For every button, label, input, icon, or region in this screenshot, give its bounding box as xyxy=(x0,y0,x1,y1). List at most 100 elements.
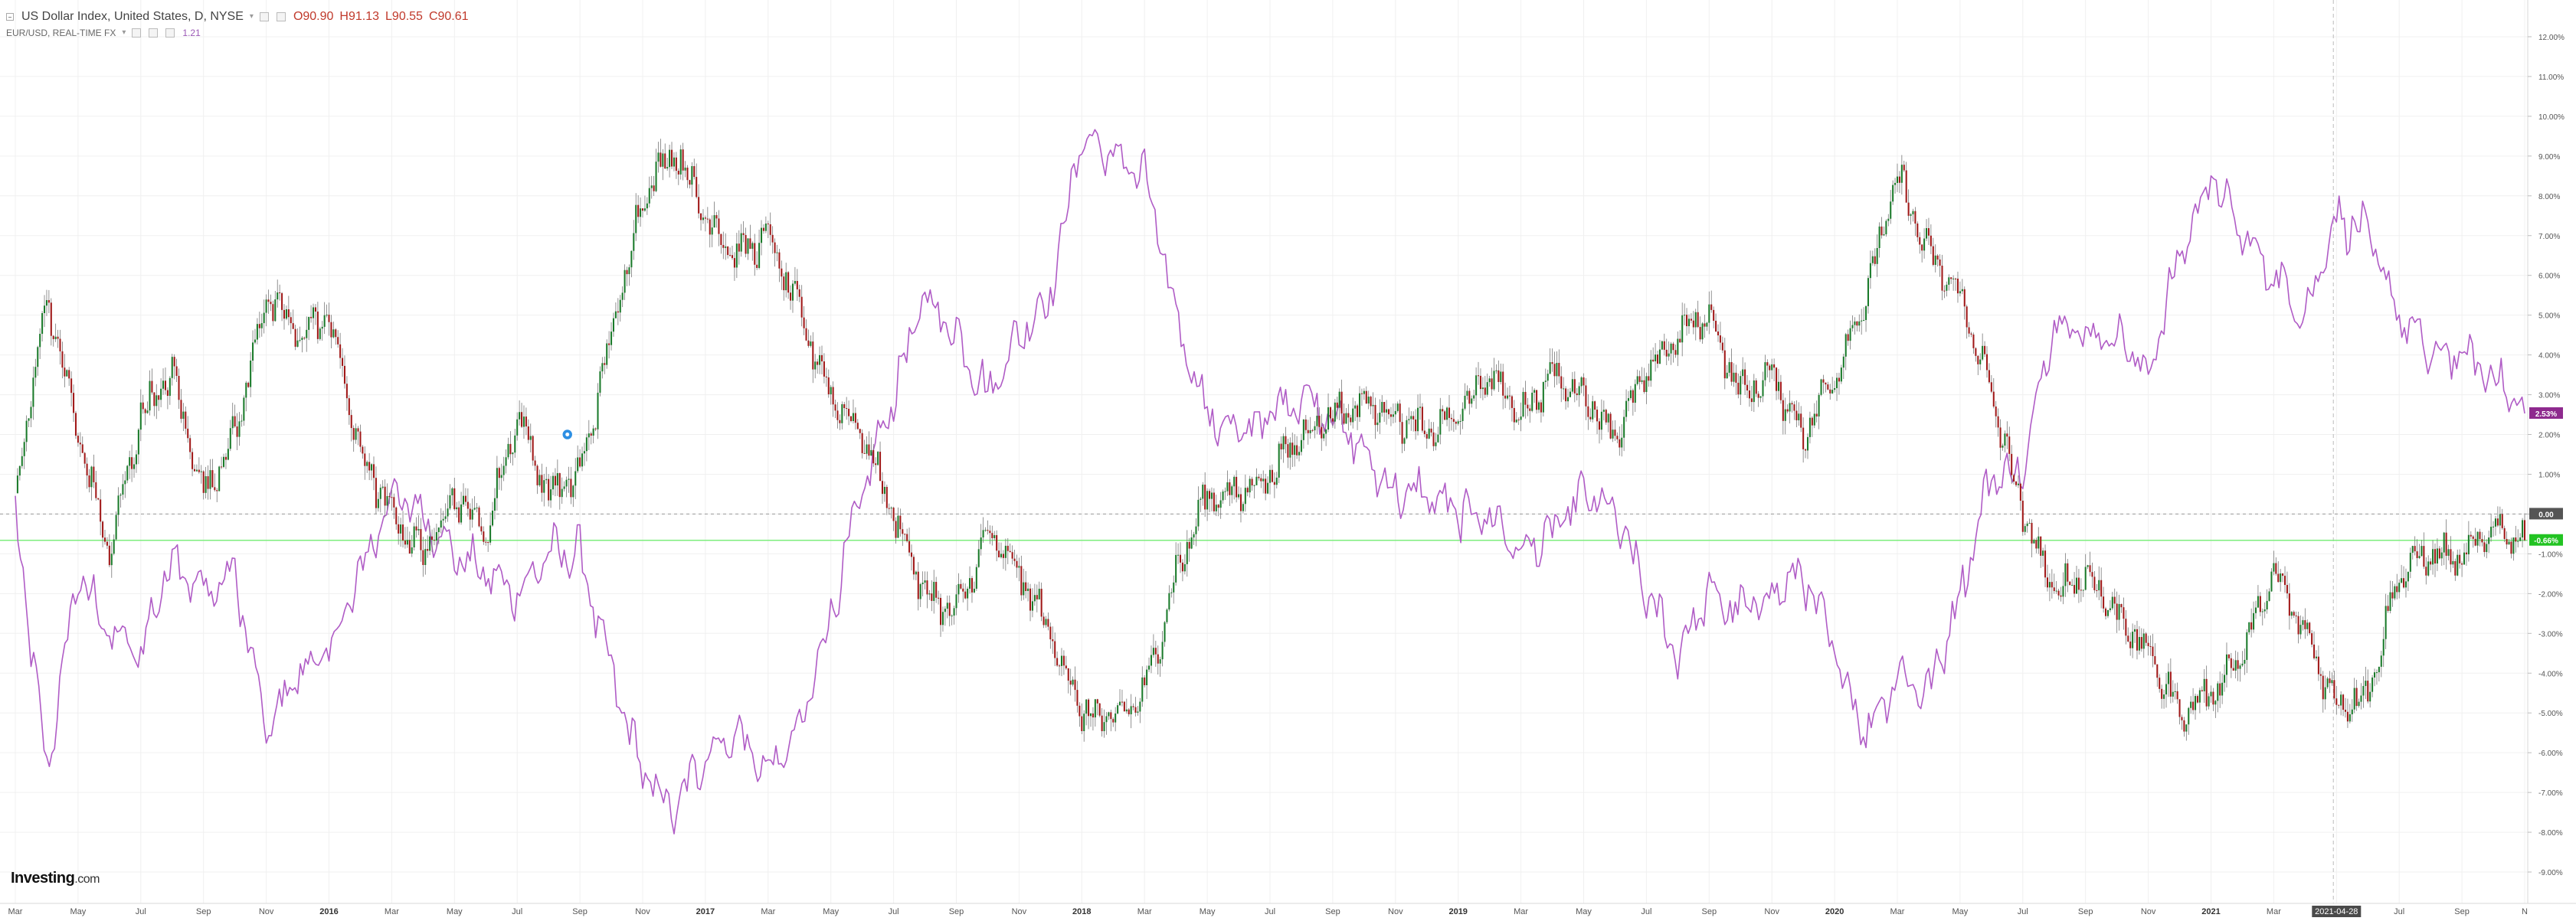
candle-body xyxy=(839,420,841,423)
candle-body xyxy=(1282,436,1285,449)
candle-body xyxy=(285,309,287,319)
x-tick-label: Sep xyxy=(196,907,211,916)
candle-body xyxy=(1244,488,1246,505)
compare-series-name[interactable]: EUR/USD, REAL-TIME FX xyxy=(6,28,116,38)
y-tick-label: 9.00% xyxy=(2538,153,2560,162)
candle-body xyxy=(2508,541,2510,545)
candle-body xyxy=(529,436,532,440)
candle-body xyxy=(502,465,505,475)
candle-body xyxy=(1531,392,1533,411)
candle-body xyxy=(146,410,149,413)
candle-body xyxy=(637,204,640,217)
candle-body xyxy=(427,549,429,551)
candle-body xyxy=(803,317,805,328)
candle-body xyxy=(79,443,81,445)
x-tick-label: Sep xyxy=(572,907,588,916)
candle-body xyxy=(2503,527,2506,539)
candle-body xyxy=(1726,372,1728,379)
candle-body xyxy=(740,233,742,252)
candle-body xyxy=(938,597,940,599)
candle-body xyxy=(614,311,617,318)
candle-body xyxy=(1381,402,1383,413)
candle-body xyxy=(641,208,644,211)
candle-body xyxy=(543,480,545,493)
candle-body xyxy=(2414,546,2416,552)
candle-body xyxy=(2098,580,2100,591)
y-axis[interactable]: 12.00% 11.00% 10.00% 9.00% 8.00% 7.00% 6.00% 5.… xyxy=(2527,0,2565,903)
y-tick-label: -8.00% xyxy=(2538,829,2563,838)
investing-logo[interactable]: Investing.com xyxy=(11,870,100,887)
candle-body xyxy=(149,380,151,411)
candle-body xyxy=(2423,546,2425,567)
candle-body xyxy=(34,367,37,378)
candle-body xyxy=(1085,699,1088,714)
legend-compare-row[interactable]: EUR/USD, REAL-TIME FX ▾ 1.21 xyxy=(6,26,469,40)
candle-body xyxy=(281,292,283,310)
candle-body xyxy=(1789,403,1791,412)
candle-body xyxy=(1721,342,1723,351)
hide-icon[interactable] xyxy=(149,28,159,38)
candle-body xyxy=(1600,411,1602,430)
candle-body xyxy=(673,157,675,167)
candle-body xyxy=(424,549,427,566)
event-markers[interactable] xyxy=(561,428,574,441)
candle-body xyxy=(879,452,882,482)
candle-body xyxy=(189,438,191,452)
grid xyxy=(0,0,2528,903)
candle-body xyxy=(413,526,415,547)
remove-icon[interactable] xyxy=(165,28,175,38)
settings-icon[interactable] xyxy=(132,28,142,38)
candle-body xyxy=(558,473,561,498)
candle-body xyxy=(1723,350,1726,379)
candle-body xyxy=(1943,290,1946,292)
candle-body xyxy=(254,339,256,343)
hide-icon[interactable] xyxy=(276,12,286,21)
candle-body xyxy=(1144,677,1146,686)
candle-body xyxy=(2309,622,2311,634)
chevron-down-icon[interactable]: ▾ xyxy=(249,12,254,21)
candle-body xyxy=(2230,658,2232,668)
legend-main-row[interactable]: US Dollar Index, United States, D, NYSE … xyxy=(6,8,469,26)
candle-body xyxy=(1648,376,1650,381)
candle-body xyxy=(306,329,308,338)
candle-body xyxy=(514,435,516,453)
candle-body xyxy=(2297,616,2299,635)
candle-body xyxy=(431,536,434,541)
candle-body xyxy=(875,463,877,465)
y-tick-label: 6.00% xyxy=(2538,273,2560,281)
candle-body xyxy=(693,166,696,178)
candle-body xyxy=(1614,429,1616,436)
candle-body xyxy=(1558,362,1560,377)
candle-body xyxy=(568,478,570,480)
x-axis[interactable]: Mar May Jul Sep Nov 2016 Mar May Jul Sep Nov 2017 Ma… xyxy=(0,903,2576,917)
candle-body xyxy=(1289,443,1291,458)
candle-body xyxy=(1507,395,1509,399)
candle-body xyxy=(1488,378,1491,383)
candle-body xyxy=(131,457,133,469)
candle-body xyxy=(1336,402,1338,408)
candle-body xyxy=(1067,668,1069,681)
candle-body xyxy=(193,469,196,472)
logo-text: Investing xyxy=(11,870,75,887)
collapse-icon[interactable] xyxy=(6,13,14,21)
main-series-name[interactable]: US Dollar Index, United States, D, NYSE xyxy=(21,10,244,23)
candle-body xyxy=(1152,648,1154,655)
candle-body xyxy=(1715,321,1717,331)
candle-body xyxy=(1060,655,1062,666)
x-tick-label: Nov xyxy=(259,907,274,916)
candle-body xyxy=(480,526,483,532)
candle-body xyxy=(113,539,115,554)
candle-body xyxy=(948,603,951,616)
candle-body xyxy=(1672,343,1674,351)
candle-body xyxy=(521,412,523,427)
candle-body xyxy=(848,408,850,416)
compare-last-badge-label: 2.53% xyxy=(2535,410,2557,419)
candle-body xyxy=(267,299,270,302)
candle-body xyxy=(910,552,913,557)
settings-icon[interactable] xyxy=(259,12,269,21)
candle-body xyxy=(1905,170,1907,203)
candle-body xyxy=(1802,427,1805,449)
chevron-down-icon[interactable]: ▾ xyxy=(122,28,126,37)
